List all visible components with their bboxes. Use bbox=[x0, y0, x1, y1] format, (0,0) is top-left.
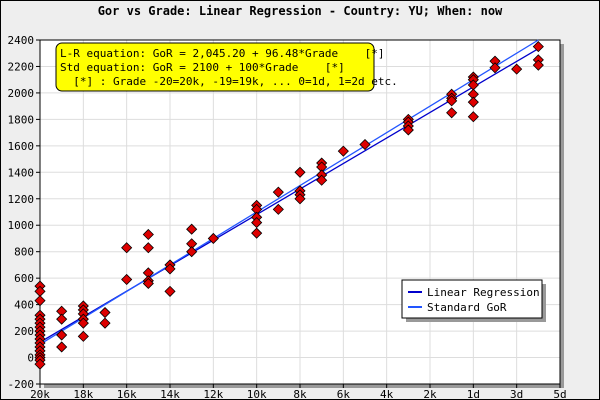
data-point bbox=[294, 166, 306, 178]
data-point bbox=[77, 330, 89, 342]
data-point bbox=[532, 59, 544, 71]
data-point bbox=[532, 41, 544, 53]
data-point bbox=[142, 242, 154, 254]
y-tick-label: 2000 bbox=[8, 87, 35, 100]
chart-title: Gor vs Grade: Linear Regression - Countr… bbox=[98, 4, 503, 18]
y-tick-label: 1600 bbox=[8, 140, 35, 153]
legend-box bbox=[401, 279, 543, 319]
series-line-standard-gor bbox=[39, 39, 539, 345]
data-point bbox=[446, 95, 458, 107]
legend-label: Standard GoR bbox=[427, 301, 507, 314]
data-point bbox=[316, 174, 328, 186]
data-point bbox=[121, 242, 133, 254]
data-point bbox=[186, 223, 198, 235]
y-tick-label: 800 bbox=[14, 246, 34, 259]
x-tick-label: 14k bbox=[160, 388, 180, 400]
data-point bbox=[251, 217, 263, 229]
y-tick-label: 400 bbox=[14, 299, 34, 312]
x-tick-label: 10k bbox=[247, 388, 267, 400]
data-point bbox=[56, 329, 68, 341]
x-tick-label: 3d bbox=[510, 388, 523, 400]
y-tick-label: 2400 bbox=[8, 34, 35, 47]
y-tick-label: 2200 bbox=[8, 60, 35, 73]
x-tick-label: 8k bbox=[293, 388, 307, 400]
data-point bbox=[359, 138, 371, 151]
data-point bbox=[489, 62, 501, 74]
legend-label: Linear Regression bbox=[427, 286, 540, 299]
plot-border bbox=[39, 39, 561, 385]
x-tick-label: 4k bbox=[380, 388, 394, 400]
data-point bbox=[77, 317, 89, 329]
data-point bbox=[402, 124, 414, 136]
data-point bbox=[511, 63, 523, 75]
data-point bbox=[467, 111, 479, 123]
x-tick-label: 2k bbox=[423, 388, 437, 400]
x-tick-label: 16k bbox=[117, 388, 137, 400]
y-tick-label: -200 bbox=[8, 378, 35, 391]
data-point bbox=[99, 317, 111, 329]
data-point bbox=[34, 358, 46, 370]
x-tick-label: 18k bbox=[73, 388, 93, 400]
data-point bbox=[34, 295, 46, 307]
data-point bbox=[164, 263, 176, 275]
y-tick-label: 1000 bbox=[8, 219, 35, 232]
data-point bbox=[272, 203, 284, 215]
x-tick-label: 12k bbox=[203, 388, 223, 400]
x-tick-label: 6k bbox=[337, 388, 351, 400]
info-line: Std equation: GoR = 2100 + 100*Grade [*] bbox=[60, 61, 345, 74]
info-line: [*] : Grade -20=20k, -19=19k, ... 0=1d, … bbox=[60, 75, 398, 88]
y-tick-label: 1200 bbox=[8, 193, 35, 206]
data-point bbox=[99, 306, 111, 319]
data-point bbox=[207, 232, 219, 245]
data-point bbox=[56, 341, 68, 353]
data-point bbox=[446, 107, 458, 119]
data-point bbox=[121, 273, 133, 286]
x-tick-label: 20k bbox=[30, 388, 50, 400]
data-point bbox=[56, 313, 68, 325]
y-tick-label: 600 bbox=[14, 272, 34, 285]
data-point bbox=[186, 246, 198, 258]
data-point bbox=[294, 193, 306, 205]
data-point bbox=[272, 186, 284, 198]
y-tick-label: 1800 bbox=[8, 113, 35, 126]
info-box bbox=[55, 42, 375, 92]
data-point bbox=[142, 228, 154, 241]
data-point bbox=[467, 96, 479, 108]
y-tick-label: 200 bbox=[14, 325, 34, 338]
y-tick-label: 1400 bbox=[8, 166, 35, 179]
data-point bbox=[337, 145, 349, 157]
data-point bbox=[251, 227, 263, 239]
data-point bbox=[164, 285, 176, 297]
x-tick-label: 1d bbox=[467, 388, 480, 400]
x-tick-label: 5d bbox=[553, 388, 566, 400]
data-point bbox=[142, 277, 154, 290]
info-line: L-R equation: GoR = 2,045.20 + 96.48*Gra… bbox=[60, 47, 385, 60]
y-tick-label: 0 bbox=[27, 352, 34, 365]
